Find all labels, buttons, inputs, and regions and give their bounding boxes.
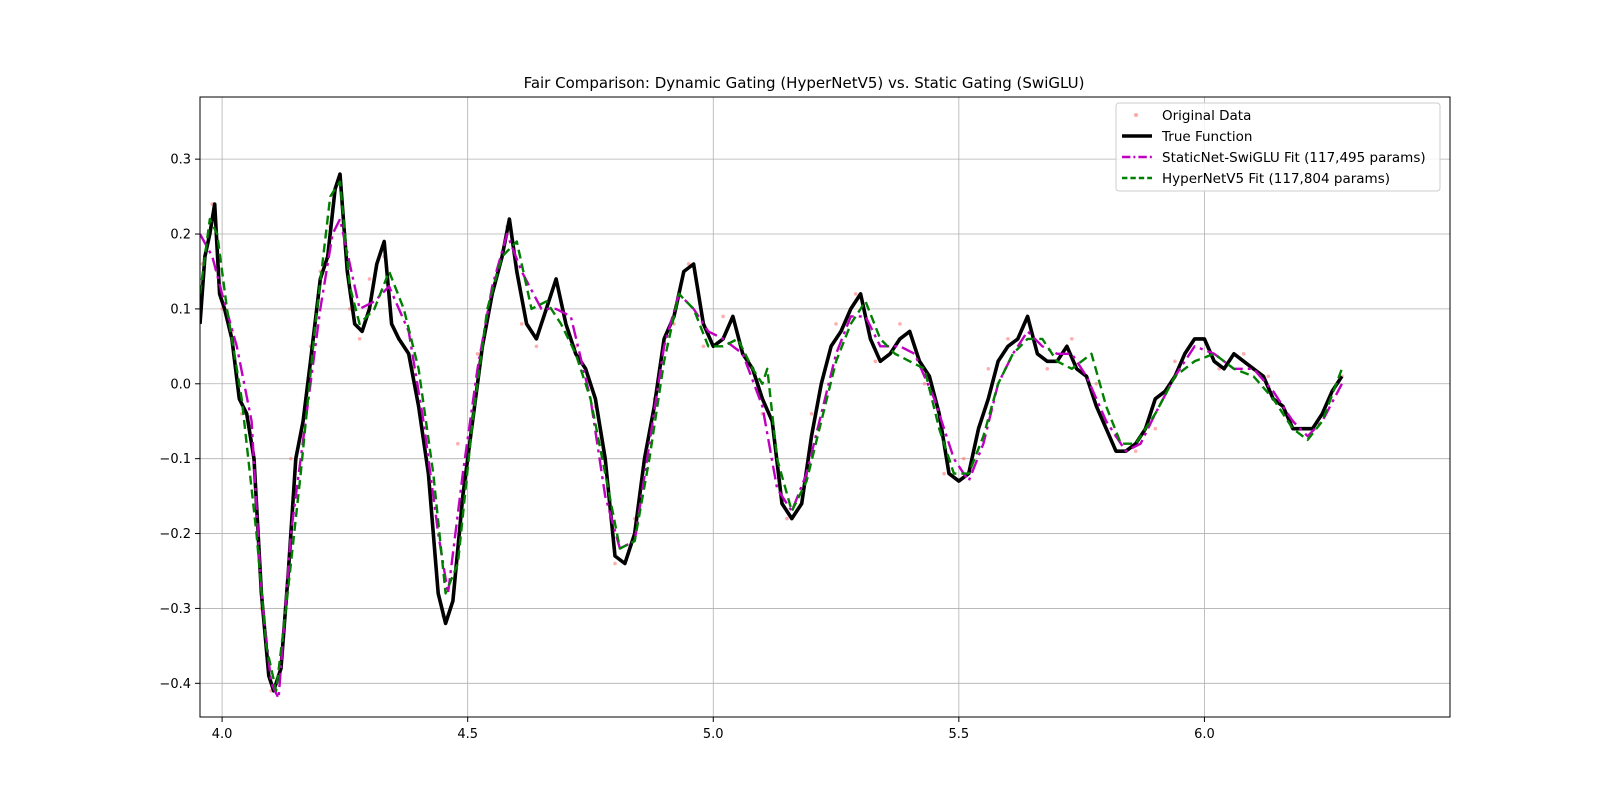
data-point (942, 471, 946, 476)
legend-box (1115, 102, 1441, 192)
x-tick-label: 5.5 (948, 727, 969, 742)
data-point (701, 344, 706, 349)
legend-label-hypernetv5-fit-117-804-params: HyperNetV5 Fit (117,804 params) (1162, 171, 1390, 187)
data-point (1241, 352, 1246, 356)
x-tick-label: 5.0 (703, 727, 724, 742)
plot-frame (199, 96, 1451, 718)
data-point (922, 381, 927, 386)
data-point (1133, 449, 1138, 453)
tick-layer: 4.0 4.5 5.0 5.5 6.0 −0.4 −0.3 −0.2 −0.1 0.0 0.1 0.2… (159, 153, 1214, 742)
y-tick-label: 0.3 (170, 153, 191, 168)
y-tick-label: −0.4 (159, 677, 191, 692)
y-tick-label: 0.1 (170, 302, 191, 317)
data-point (961, 456, 966, 461)
data-point (1266, 374, 1271, 379)
data-point (519, 322, 524, 326)
x-tick-label: 4.5 (457, 727, 478, 742)
data-point (986, 367, 991, 371)
data-point (534, 344, 539, 349)
y-tick-label: −0.1 (159, 452, 191, 467)
grid-lines (200, 97, 1450, 717)
legend-marker-original-data (1134, 113, 1138, 117)
data-point (1045, 367, 1050, 371)
data-point (834, 322, 838, 326)
legend: Original Data True Function StaticNet-SwiG… (1115, 102, 1441, 192)
data-point (809, 411, 814, 416)
legend-label-true-function: True Function (1161, 129, 1252, 145)
data-point (873, 359, 878, 364)
data-point (1153, 426, 1158, 431)
chart-title: Fair Comparison: Dynamic Gating (HyperNe… (524, 74, 1085, 92)
data-point (475, 352, 480, 356)
series-line-hypernetv5-fit-117-804-params (200, 180, 1344, 692)
data-point (898, 322, 902, 326)
series-layer (200, 172, 1344, 700)
x-tick-label: 4.0 (212, 727, 233, 742)
legend-label-original-data: Original Data (1162, 108, 1251, 124)
data-point (853, 292, 858, 296)
y-tick-label: 0.2 (170, 228, 191, 243)
y-tick-label: −0.2 (159, 527, 191, 542)
data-point (456, 441, 460, 446)
data-point (289, 456, 293, 461)
data-point (357, 337, 362, 341)
legend-label-staticnet-swiglu-fit-117-495-params: StaticNet-SwiGLU Fit (117,495 params) (1162, 150, 1426, 166)
x-tick-label: 6.0 (1194, 727, 1215, 742)
y-tick-label: 0.0 (170, 377, 191, 392)
data-point (1070, 337, 1074, 341)
data-point (613, 561, 617, 566)
data-point (1006, 337, 1010, 341)
data-point (1173, 359, 1177, 364)
y-tick-label: −0.3 (159, 602, 191, 617)
data-point (785, 516, 789, 521)
data-point (367, 277, 372, 281)
data-point (1094, 381, 1099, 386)
data-point (721, 314, 725, 319)
